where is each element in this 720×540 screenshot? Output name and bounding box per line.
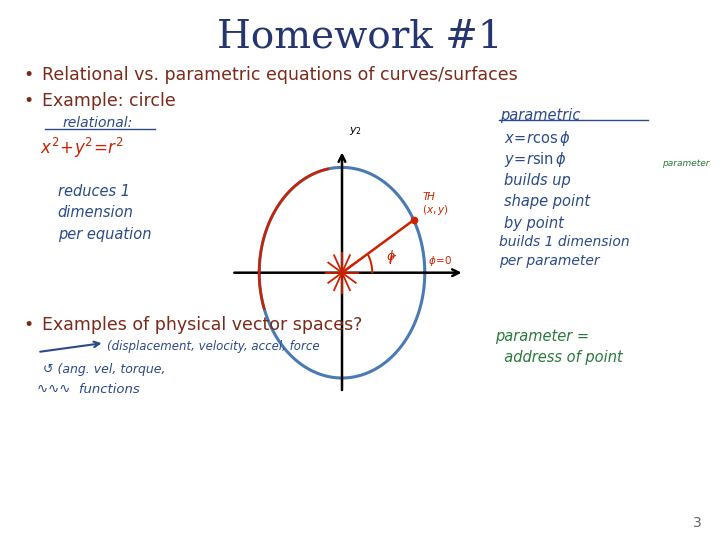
- Text: r: r: [389, 252, 395, 267]
- Text: 3: 3: [693, 516, 702, 530]
- Text: reduces 1
dimension
per equation: reduces 1 dimension per equation: [58, 184, 151, 242]
- Text: $\phi$: $\phi$: [386, 248, 396, 265]
- Text: builds up
shape point
by point: builds up shape point by point: [504, 173, 590, 231]
- Text: $y\!=\!r\sin\phi$: $y\!=\!r\sin\phi$: [504, 150, 567, 169]
- Text: $x^2\!+\!y^2\!=\!r^2$: $x^2\!+\!y^2\!=\!r^2$: [40, 136, 123, 160]
- Text: ∿∿∿  functions: ∿∿∿ functions: [37, 383, 140, 396]
- Text: $x\!=\!r\cos\phi$: $x\!=\!r\cos\phi$: [504, 129, 570, 147]
- Text: •: •: [23, 92, 33, 110]
- Text: Homework #1: Homework #1: [217, 19, 503, 56]
- Text: $\phi\!=\!0$: $\phi\!=\!0$: [428, 254, 452, 268]
- Text: parameter: parameter: [662, 159, 710, 168]
- Text: ↺ (ang. vel, torque,: ↺ (ang. vel, torque,: [43, 363, 166, 376]
- Text: Example: circle: Example: circle: [42, 92, 176, 110]
- Text: builds 1 dimension
per parameter: builds 1 dimension per parameter: [499, 235, 629, 268]
- Text: parameter =
  address of point: parameter = address of point: [495, 329, 623, 366]
- Text: parametric: parametric: [500, 108, 581, 123]
- Text: Relational vs. parametric equations of curves/surfaces: Relational vs. parametric equations of c…: [42, 66, 518, 84]
- Text: relational:: relational:: [62, 116, 132, 130]
- Text: Examples of physical vector spaces?: Examples of physical vector spaces?: [42, 316, 362, 334]
- Text: •: •: [23, 66, 33, 84]
- Text: $T\!H$
$(x,y)$: $T\!H$ $(x,y)$: [423, 190, 449, 217]
- Text: •: •: [23, 316, 33, 334]
- Text: $\mathit{y}_2$: $\mathit{y}_2$: [349, 125, 362, 137]
- Text: (displacement, velocity, accel, force: (displacement, velocity, accel, force: [107, 340, 319, 353]
